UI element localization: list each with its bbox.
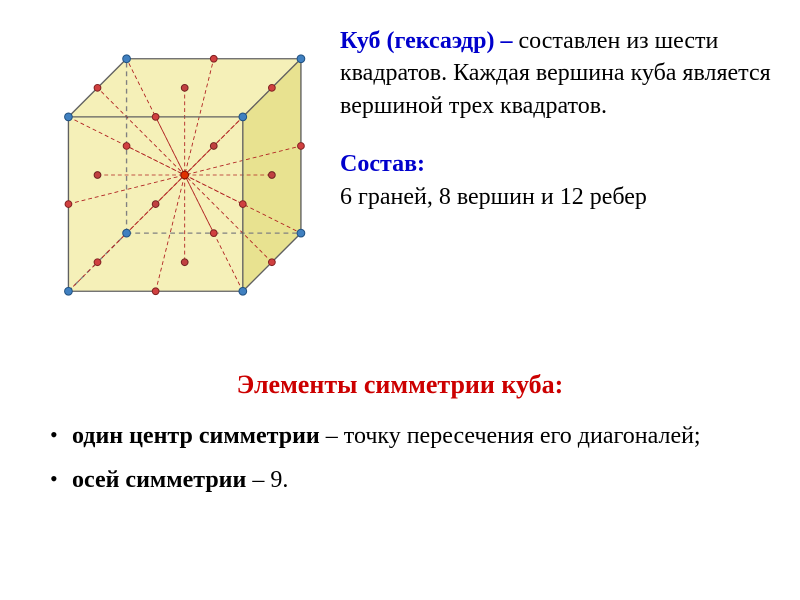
title-bold: Куб (гексаэдр) – bbox=[340, 28, 513, 54]
composition-label: Состав: bbox=[340, 148, 780, 180]
symmetry-bullets: один центр симметрии – точку пересечения… bbox=[40, 420, 760, 507]
composition-block: Состав: 6 граней, 8 вершин и 12 ребер bbox=[340, 148, 780, 213]
description-block: Куб (гексаэдр) – составлен из шести квад… bbox=[340, 25, 780, 213]
composition-text: 6 граней, 8 вершин и 12 ребер bbox=[340, 181, 780, 213]
bullet-bold: один центр симметрии bbox=[72, 423, 320, 449]
cube-title: Куб (гексаэдр) – составлен из шести квад… bbox=[340, 25, 780, 122]
bullet-item: осей симметрии – 9. bbox=[50, 464, 760, 498]
bullet-bold: осей симметрии bbox=[72, 467, 246, 493]
bullet-rest: – точку пересечения его диагоналей; bbox=[320, 423, 701, 449]
bullet-item: один центр симметрии – точку пересечения… bbox=[50, 420, 760, 454]
cube-diagram bbox=[20, 20, 330, 330]
symmetry-heading: Элементы симметрии куба: bbox=[0, 370, 800, 400]
bullet-rest: – 9. bbox=[246, 467, 288, 493]
